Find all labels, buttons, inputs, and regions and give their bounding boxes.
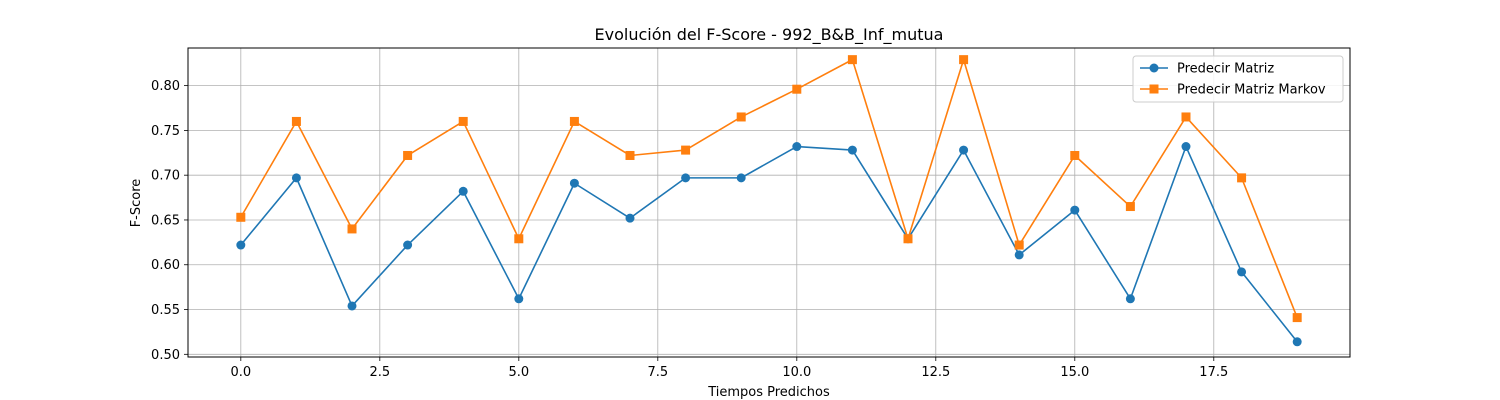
data-point-circle	[681, 173, 691, 183]
data-point-square	[847, 55, 857, 65]
data-point-circle	[569, 178, 579, 188]
x-tick-label: 2.5	[369, 365, 390, 380]
data-point-square	[347, 224, 357, 234]
data-point-circle	[625, 213, 635, 223]
x-axis-label: Tiempos Predichos	[707, 385, 830, 400]
data-point-square	[792, 84, 802, 94]
x-tick-label: 12.5	[921, 365, 950, 380]
y-tick-label: 0.80	[151, 79, 180, 94]
axis-ticks: 0.0 2.5 5.0 7.5 10.0 12.5 15.0 17.5 0.50 0.55 0.60…	[151, 79, 1228, 380]
legend-label: Predecir Matriz Markov	[1177, 83, 1326, 98]
data-point-circle	[1014, 250, 1024, 260]
data-point-circle	[403, 240, 413, 250]
data-point-square	[681, 145, 691, 155]
data-point-circle	[1181, 142, 1191, 152]
plot-frame	[187, 47, 1351, 358]
series-line	[240, 145, 1298, 343]
y-tick-label: 0.65	[151, 213, 180, 228]
data-point-square	[736, 112, 746, 122]
series-line	[240, 58, 1298, 318]
data-point-circle	[736, 173, 746, 183]
x-tick-label: 17.5	[1199, 365, 1228, 380]
data-point-square	[458, 116, 468, 126]
chart-title: Evolución del F-Score - 992_B&B_Inf_mutu…	[595, 25, 944, 45]
data-point-circle	[236, 240, 246, 250]
data-point-circle	[458, 186, 468, 196]
y-tick-label: 0.50	[151, 348, 180, 363]
x-tick-label: 7.5	[647, 365, 668, 380]
data-point-circle	[1237, 267, 1247, 277]
data-point-square	[1237, 173, 1247, 183]
x-tick-label: 10.0	[782, 365, 811, 380]
data-point-circle	[347, 301, 357, 311]
data-point-circle	[792, 142, 802, 152]
data-point-square	[1181, 112, 1191, 122]
data-point-square	[1070, 150, 1080, 160]
data-point-square	[959, 55, 969, 65]
data-point-square	[625, 150, 635, 160]
data-point-circle	[1070, 205, 1080, 215]
data-point-square	[403, 150, 413, 160]
data-point-square	[903, 234, 913, 244]
data-point-square	[1014, 240, 1024, 250]
data-point-circle	[1292, 337, 1302, 347]
y-tick-label: 0.75	[151, 124, 180, 139]
data-point-circle	[291, 173, 301, 183]
x-tick-label: 15.0	[1060, 365, 1089, 380]
legend-marker-circle	[1149, 63, 1159, 73]
data-point-circle	[847, 145, 857, 155]
series-1	[236, 142, 1302, 347]
data-point-square	[569, 116, 579, 126]
legend-box	[1132, 55, 1344, 103]
legend-marker-square	[1149, 84, 1159, 94]
series-group	[236, 55, 1302, 347]
x-tick-label: 0.0	[230, 365, 251, 380]
data-point-square	[1292, 313, 1302, 323]
x-tick-label: 5.0	[508, 365, 529, 380]
data-point-square	[1125, 202, 1135, 212]
y-tick-label: 0.70	[151, 169, 180, 184]
data-point-circle	[1125, 294, 1135, 304]
y-tick-label: 0.60	[151, 258, 180, 273]
y-tick-label: 0.55	[151, 303, 180, 318]
data-point-square	[236, 212, 246, 222]
data-point-circle	[959, 145, 969, 155]
data-point-square	[291, 116, 301, 126]
legend: Predecir Matriz Predecir Matriz Markov	[1132, 55, 1344, 103]
y-axis-label: F-Score	[129, 179, 144, 228]
data-point-circle	[514, 294, 524, 304]
series-2	[236, 55, 1302, 323]
legend-label: Predecir Matriz	[1177, 62, 1274, 77]
data-point-square	[514, 234, 524, 244]
